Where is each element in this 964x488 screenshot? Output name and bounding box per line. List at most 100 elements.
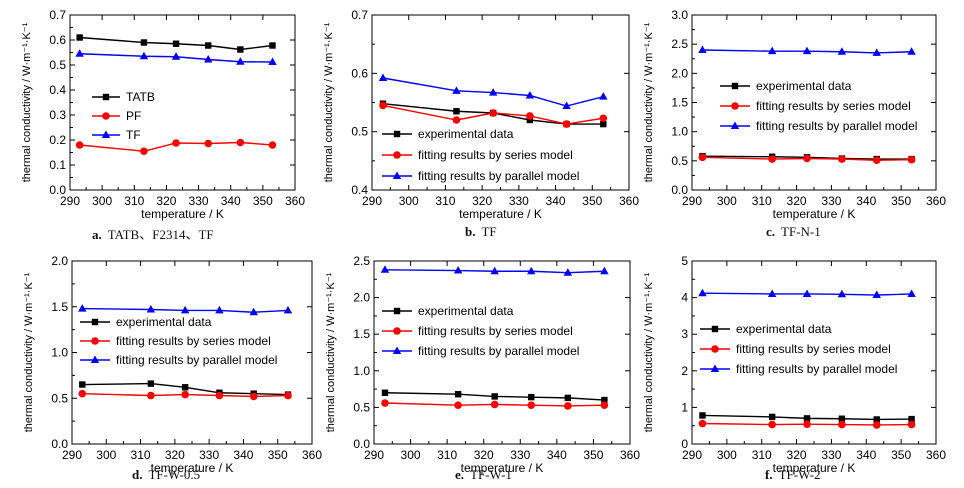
series-fitting-results-by-series-model — [698, 419, 916, 429]
x-axis-label: temperature / K — [459, 207, 542, 221]
y-tick-label: 4 — [681, 291, 688, 305]
caption-c-text: TF-N-1 — [781, 224, 821, 239]
series-line — [82, 307, 289, 313]
data-point — [146, 304, 156, 313]
data-point — [563, 268, 573, 276]
series-line — [702, 155, 912, 160]
y-tick-label: 0.0 — [671, 183, 688, 197]
data-point — [699, 412, 706, 419]
y-tick-label: 1.5 — [353, 327, 370, 341]
data-point — [526, 112, 534, 120]
y-tick-label: 0.0 — [49, 183, 66, 197]
x-tick-label: 310 — [437, 448, 457, 462]
data-point — [181, 384, 189, 391]
data-point — [803, 415, 811, 422]
x-tick-label: 320 — [474, 448, 494, 462]
x-tick-label: 300 — [717, 194, 737, 208]
y-tick-label: 1.0 — [353, 364, 370, 378]
x-tick-label: 320 — [787, 194, 807, 208]
plot-frame — [69, 14, 296, 191]
series-line — [702, 292, 912, 296]
data-point — [872, 156, 881, 165]
series-fitting-results-by-parallel-model — [78, 304, 293, 316]
caption-f-letter: f. — [765, 467, 773, 482]
data-point — [803, 154, 811, 163]
y-axis-label: thermal conductivity / W·m⁻¹·K⁻¹ — [23, 272, 35, 432]
y-tick-label: 5 — [681, 254, 688, 268]
caption-c: c. TF-N-1 — [766, 224, 821, 240]
data-point — [204, 139, 213, 148]
legend: experimental data fitting results by seri… — [80, 315, 277, 367]
series-line — [384, 402, 605, 407]
x-tick-label: 350 — [268, 448, 288, 462]
x-tick-label: 310 — [435, 194, 455, 208]
y-axis-label: thermal conductivity / W·m⁻¹·K⁻¹ — [643, 22, 655, 182]
series-line — [702, 156, 912, 161]
data-point — [75, 141, 84, 149]
series-experimental-data — [381, 389, 608, 404]
data-point — [872, 48, 881, 56]
caption-b-text: TF — [481, 224, 497, 239]
data-point — [147, 391, 155, 400]
legend-label: fitting results by parallel model — [756, 119, 917, 133]
legend-marker — [393, 151, 401, 159]
data-point — [873, 416, 880, 423]
x-tick-label: 340 — [233, 448, 253, 462]
legend-label: experimental data — [418, 127, 514, 141]
data-point — [768, 413, 776, 421]
x-tick-label: 290 — [364, 448, 384, 462]
legend-label: experimental data — [418, 304, 514, 318]
y-tick-label: 3 — [681, 327, 688, 341]
x-tick-label: 290 — [60, 194, 80, 208]
legend-label: fitting results by series model — [736, 342, 891, 356]
legend-marker — [393, 307, 401, 315]
data-point — [215, 305, 224, 314]
legend-label: fitting results by parallel model — [418, 344, 579, 358]
data-point — [907, 155, 916, 164]
data-point — [600, 401, 609, 410]
legend-marker — [91, 318, 99, 326]
legend-label: fitting results by series model — [116, 334, 271, 348]
x-tick-label: 360 — [302, 448, 322, 462]
data-point — [698, 153, 707, 162]
data-point — [249, 307, 258, 316]
legend-label: fitting results by parallel model — [736, 362, 897, 376]
data-point — [452, 86, 461, 94]
series-line — [384, 269, 605, 274]
data-point — [562, 120, 571, 128]
series-fitting-results-by-series-model — [379, 101, 608, 128]
x-tick-label: 360 — [926, 194, 946, 208]
data-point — [803, 420, 811, 429]
data-point — [139, 51, 149, 60]
y-axis-label: thermal conductivity / W·m⁻¹·K⁻¹ — [325, 272, 337, 432]
legend-marker — [731, 102, 739, 110]
data-point — [837, 289, 847, 298]
series-line — [382, 102, 604, 125]
data-point — [380, 265, 390, 273]
data-point — [562, 101, 571, 109]
series-tf — [75, 49, 277, 65]
x-tick-label: 310 — [752, 448, 772, 462]
x-tick-label: 340 — [221, 194, 241, 208]
y-tick-label: 3.0 — [671, 8, 688, 22]
data-point — [378, 73, 388, 81]
legend-label: experimental data — [116, 315, 212, 329]
series-line — [702, 422, 912, 426]
data-point — [599, 114, 608, 123]
data-point — [237, 46, 244, 53]
y-tick-label: 1.0 — [51, 346, 68, 360]
data-point — [236, 57, 245, 65]
series-tatb — [76, 34, 276, 53]
x-tick-label: 340 — [547, 448, 567, 462]
y-tick-label: 0.2 — [49, 133, 66, 147]
legend-label: experimental data — [736, 322, 832, 336]
y-tick-label: 0.3 — [49, 108, 66, 122]
y-tick-label: 2 — [681, 364, 688, 378]
y-tick-label: 0.5 — [671, 154, 688, 168]
series-fitting-results-by-parallel-model — [378, 73, 608, 109]
series-line — [79, 141, 273, 152]
data-point — [768, 420, 776, 429]
data-point — [802, 289, 812, 297]
legend: experimental data fitting results by seri… — [720, 79, 917, 133]
x-tick-label: 290 — [62, 448, 82, 462]
